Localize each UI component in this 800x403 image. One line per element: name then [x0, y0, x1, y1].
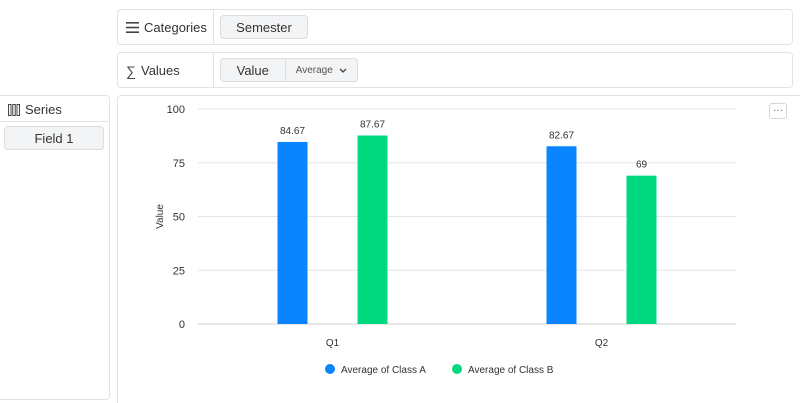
y-tick-label: 75: [173, 158, 185, 170]
data-label: 84.67: [280, 126, 305, 137]
series-drop-zone: Series Field 1: [0, 95, 110, 400]
categories-drop-zone: Categories Semester: [117, 9, 793, 45]
chevron-down-icon: [339, 68, 347, 73]
values-drop-zone: ∑ Values Value Average: [117, 52, 793, 88]
categories-header: Categories: [126, 20, 207, 35]
list-icon: [126, 22, 139, 33]
y-tick-label: 100: [167, 104, 185, 116]
y-tick-label: 50: [173, 212, 185, 224]
values-divider: [213, 53, 214, 87]
data-label: 69: [636, 160, 648, 171]
x-tick-label: Q2: [595, 338, 609, 349]
data-label: 82.67: [549, 130, 574, 141]
bar: [357, 135, 388, 324]
legend-label: Average of Class B: [468, 365, 554, 376]
legend-swatch: [325, 364, 335, 374]
series-header: Series: [8, 102, 62, 117]
legend-label: Average of Class A: [341, 365, 426, 376]
value-field-chip[interactable]: Value Average: [220, 58, 358, 82]
categories-label: Categories: [144, 20, 207, 35]
bar-chart: 0 25 50 75 100 Value 84.67 87.67 Q1 82.67 69 Q2 Aver…: [155, 104, 736, 376]
y-tick-label: 0: [179, 319, 185, 331]
series-label: Series: [25, 102, 62, 117]
bar: [626, 175, 657, 324]
y-tick-label: 25: [173, 265, 185, 277]
values-header: ∑ Values: [126, 63, 180, 78]
series-divider: [0, 121, 109, 122]
field-1-chip[interactable]: Field 1: [4, 126, 104, 150]
sigma-icon: ∑: [126, 62, 136, 79]
aggregation-label: Average: [295, 64, 333, 76]
bar: [277, 141, 308, 324]
bar: [546, 146, 577, 324]
categories-divider: [213, 10, 214, 44]
value-field-label[interactable]: Value: [221, 59, 286, 81]
data-label: 87.67: [360, 120, 385, 131]
legend-swatch: [452, 364, 462, 374]
chart-more-options-button[interactable]: ···: [769, 103, 787, 119]
chart-panel: ··· 0 25 50 75 100 Value 84.67 87.67 Q1 82.67 69 Q2…: [117, 95, 800, 403]
columns-icon: [8, 103, 20, 116]
y-axis-title: Value: [155, 204, 166, 229]
values-label: Values: [140, 63, 180, 78]
semester-field-chip[interactable]: Semester: [220, 15, 308, 39]
aggregation-dropdown[interactable]: Average: [286, 59, 357, 81]
x-tick-label: Q1: [326, 338, 340, 349]
